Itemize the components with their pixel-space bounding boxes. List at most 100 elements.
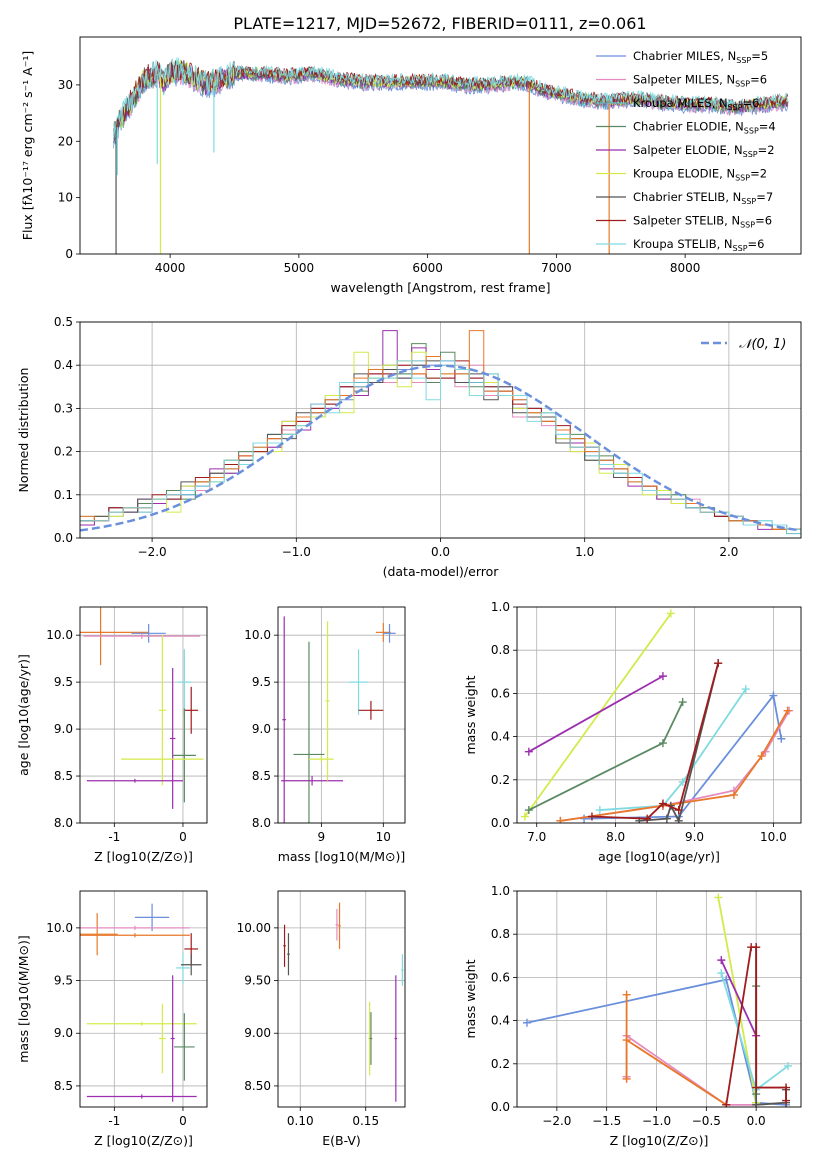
legend-label-4: Salpeter ELODIE, NSSP=2 [633, 143, 775, 159]
y-tick-label: 0 [65, 247, 73, 261]
x-axis-label: Z [log10(Z/Z⊙)] [94, 849, 193, 864]
x-tick-label: 7.0 [527, 830, 546, 844]
axes-frame [79, 890, 208, 1108]
x-tick-label: -1 [108, 1114, 120, 1128]
weight-marker-6-2 [784, 1061, 793, 1070]
legend-nssp: =6 [748, 237, 765, 251]
weight-marker-3-2 [769, 691, 778, 700]
weight-marker-3-0 [714, 893, 723, 902]
weight-line-2 [528, 701, 684, 811]
y-tick-label: 0.1 [54, 488, 73, 502]
plot-area [520, 609, 794, 823]
x-tick-label: 8.0 [606, 830, 625, 844]
y-tick-label: 9.0 [54, 1026, 73, 1040]
y-tick-label: 10.0 [244, 628, 271, 642]
y-tick-label: 9.50 [244, 974, 271, 988]
weight-marker-7-3 [674, 816, 683, 823]
weight-line-0 [524, 612, 672, 818]
y-tick-label: 8.5 [54, 769, 73, 783]
weight-marker-6-2 [729, 790, 738, 799]
y-tick-label: 30 [58, 78, 73, 92]
y-tick-label: 8.0 [54, 816, 73, 830]
legend-nssp: =4 [759, 120, 776, 134]
legend-label-1: Salpeter MILES, NSSP=6 [633, 73, 767, 89]
y-tick-label: 8.5 [54, 1079, 73, 1093]
y-tick-label: 0.0 [54, 531, 73, 545]
x-tick-label: -1 [108, 830, 120, 844]
y-tick-label: 10.0 [46, 921, 73, 935]
legend-subscript: SSP [740, 221, 755, 230]
y-tick-label: 0.2 [54, 445, 73, 459]
x-tick-label: 10.0 [760, 830, 787, 844]
weight-marker-8-2 [752, 943, 761, 952]
legend-nssp: =6 [743, 96, 760, 110]
x-tick-label: −2.0 [542, 1114, 571, 1128]
x-tick-label: 9.0 [685, 830, 704, 844]
legend-label-7: Salpeter STELIB, NSSP=6 [633, 214, 772, 230]
y-axis-label: mass weight [463, 959, 478, 1038]
weight-marker-6-0 [717, 969, 726, 978]
x-tick-label: −1.0 [282, 545, 311, 559]
figure-title: PLATE=1217, MJD=52672, FIBERID=0111, z=0… [233, 14, 646, 33]
panel-mass-vs-Z: -1 0 8.5 9.0 9.5 10.0 Z [log10(Z/Z⊙)] mass [log… [16, 890, 208, 1148]
y-axis-label: age [log10(age/yr)] [16, 654, 31, 776]
x-tick-label: 7000 [541, 261, 572, 275]
y-tick-label: 0.3 [54, 401, 73, 415]
y-tick-label: 9.5 [54, 974, 73, 988]
weight-line-4 [599, 688, 747, 811]
legend-subscript: SSP [736, 56, 751, 65]
weight-marker-4-0 [595, 806, 604, 815]
weight-line-4 [720, 959, 757, 1037]
weight-marker-7-1 [752, 1100, 761, 1107]
x-tick-label: 0.0 [431, 545, 450, 559]
y-tick-label: 9.5 [54, 675, 73, 689]
weight-marker-2-2 [678, 698, 687, 707]
weight-marker-2-0 [622, 990, 631, 999]
legend-label-6: Chabrier STELIB, NSSP=7 [633, 190, 773, 206]
weight-line-3 [584, 693, 783, 820]
y-tick-label: 0.2 [491, 1057, 510, 1071]
axes-frame [277, 890, 406, 1108]
y-axis-label: Flux [fλ10⁻¹⁷ erg cm⁻² s⁻¹ A⁻¹] [20, 51, 35, 240]
weight-marker-2-2 [622, 1036, 631, 1045]
x-tick-label: 0 [179, 830, 187, 844]
legend-gaussian-label: 𝒩(0, 1) [739, 337, 786, 352]
plot-area [283, 902, 404, 1102]
y-tick-label: 8.50 [244, 1079, 271, 1093]
panel-mass-weight-vs-Z: −2.0 −1.5 −1.0 −0.5 0.0 0.0 0.2 0.4 0.6 0.8 1.0 Z [… [463, 884, 802, 1148]
x-axis-label: wavelength [Angstrom, rest frame] [330, 280, 550, 295]
weight-marker-1-1 [658, 672, 667, 681]
weight-marker-0-1 [666, 609, 675, 618]
x-tick-label: 0.10 [287, 1114, 314, 1128]
legend-nssp: =2 [758, 143, 775, 157]
y-tick-label: 0.4 [491, 730, 510, 744]
x-tick-label: −0.5 [692, 1114, 721, 1128]
weight-marker-8-3 [674, 806, 683, 815]
weight-marker-2-1 [622, 1074, 631, 1083]
weight-marker-8-2 [658, 799, 667, 808]
y-tick-label: 10.0 [46, 628, 73, 642]
y-tick-label: 0.6 [491, 970, 510, 984]
weight-marker-8-5 [782, 1096, 791, 1105]
y-tick-label: 1.0 [491, 884, 510, 898]
weight-marker-4-3 [741, 685, 750, 694]
legend-nssp: =6 [750, 73, 767, 87]
legend-label-5: Kroupa ELODIE, NSSP=2 [633, 167, 767, 183]
plot-area [80, 607, 204, 809]
weight-line-1 [625, 1034, 757, 1106]
y-tick-label: 0.4 [491, 1014, 510, 1028]
weight-marker-2-1 [658, 739, 667, 748]
weight-marker-0-0 [520, 812, 529, 821]
x-tick-label: 6000 [412, 261, 443, 275]
panel-mass-weight-vs-age: 7.0 8.0 9.0 10.0 0.0 0.2 0.4 0.6 0.8 1.0 age [log1… [463, 600, 802, 864]
plot-area [80, 330, 801, 538]
legend-label-2: Kroupa MILES, NSSP=6 [633, 96, 759, 112]
weight-marker-4-0 [717, 956, 726, 965]
weight-marker-3-3 [777, 734, 786, 743]
panel-spectrum: Chabrier MILES, NSSP=5 Salpeter MILES, NS… [20, 36, 802, 295]
weight-marker-6-4 [783, 706, 792, 715]
x-axis-label: E(B-V) [322, 1133, 361, 1148]
legend-subscript: SSP [743, 150, 758, 159]
legend-subscript: SSP [733, 244, 748, 253]
y-tick-label: 10.00 [237, 921, 271, 935]
